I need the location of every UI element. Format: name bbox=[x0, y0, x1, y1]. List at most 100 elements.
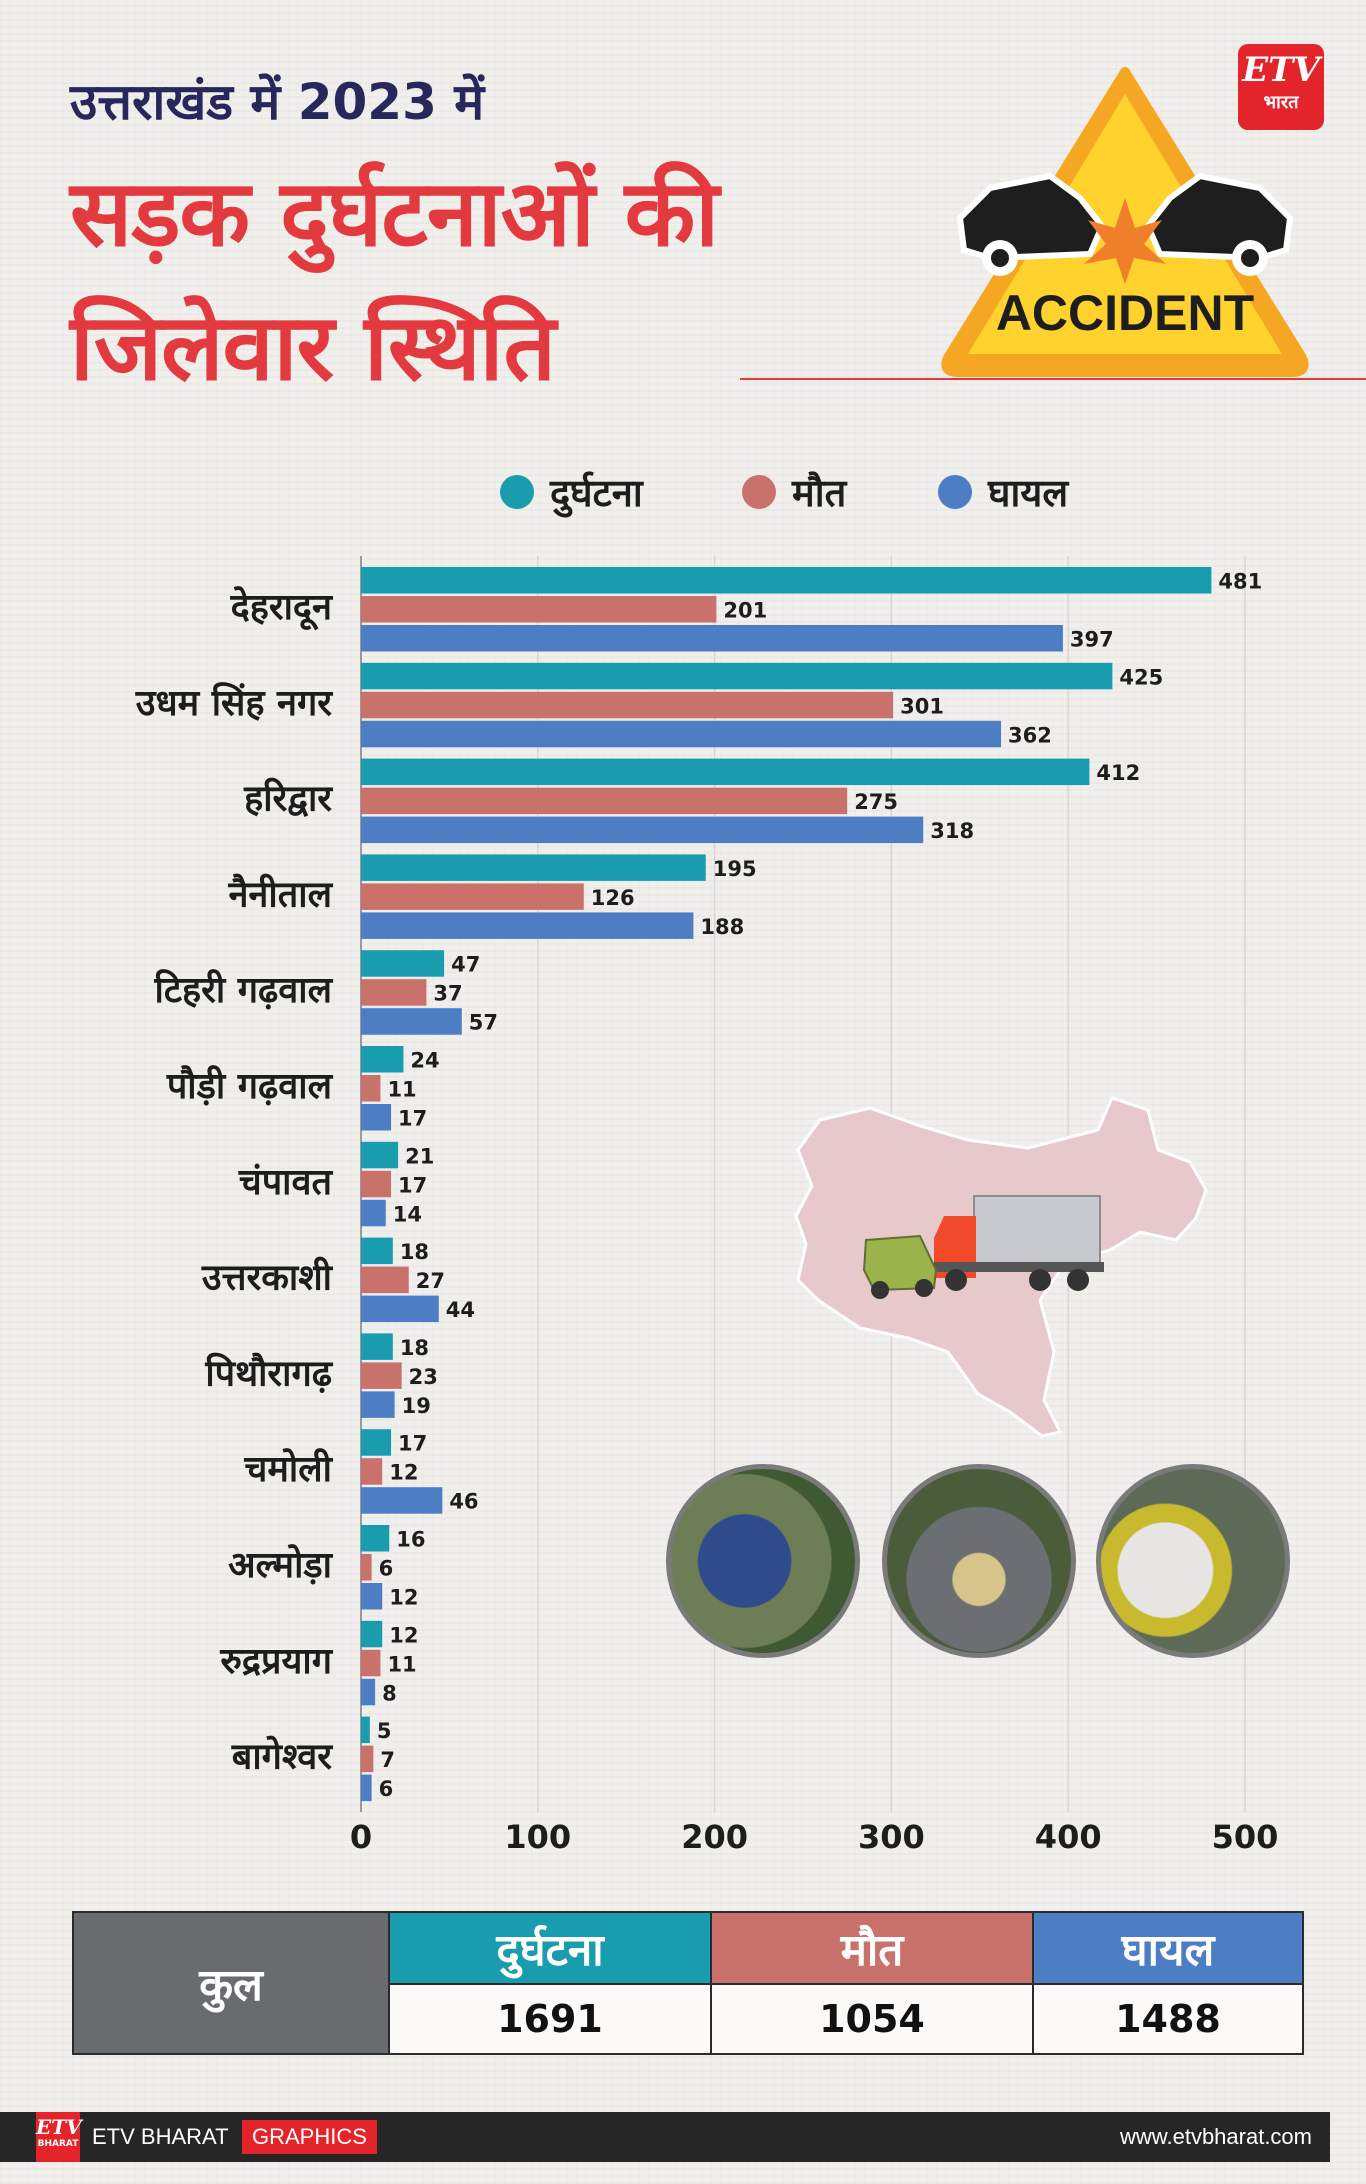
category-labels: देहरादून उधम सिंह नगर हरिद्वार नैनीताल टिहरी… bbox=[135, 586, 334, 1778]
bar bbox=[361, 1295, 439, 1323]
data-label: 12 bbox=[389, 1623, 418, 1647]
data-label: 425 bbox=[1119, 665, 1163, 689]
data-label: 8 bbox=[382, 1681, 397, 1705]
data-label: 18 bbox=[400, 1336, 429, 1360]
footer-website-link[interactable]: www.etvbharat.com bbox=[1120, 2124, 1312, 2149]
footer-logo-sub: BHARAT bbox=[37, 2139, 79, 2149]
data-label: 5 bbox=[377, 1719, 392, 1743]
data-label: 23 bbox=[409, 1365, 438, 1389]
bar bbox=[361, 1429, 392, 1456]
data-label: 21 bbox=[405, 1144, 434, 1168]
data-label: 57 bbox=[469, 1011, 498, 1035]
category-label: चमोली bbox=[244, 1448, 334, 1490]
data-label: 27 bbox=[416, 1269, 445, 1293]
uttarakhand-map-icon bbox=[794, 1096, 1208, 1438]
bar bbox=[361, 567, 1212, 594]
bar bbox=[361, 1583, 383, 1610]
data-label: 17 bbox=[398, 1432, 427, 1456]
data-label: 44 bbox=[446, 1298, 475, 1322]
bar bbox=[361, 1266, 409, 1294]
title-line-2: सड़क दुर्घटनाओं की bbox=[70, 160, 719, 267]
photo-rescue-scene bbox=[882, 1464, 1076, 1658]
bar bbox=[361, 979, 427, 1006]
legend-item-deaths: मौत bbox=[742, 470, 846, 515]
data-label: 47 bbox=[451, 953, 480, 977]
bar bbox=[361, 1199, 386, 1227]
totals-value: 1054 bbox=[819, 1997, 925, 2041]
legend-item-accidents: दुर्घटना bbox=[500, 470, 643, 515]
data-label: 6 bbox=[379, 1557, 394, 1581]
data-label: 24 bbox=[410, 1049, 439, 1073]
bar bbox=[361, 1745, 374, 1773]
bar bbox=[361, 1170, 392, 1198]
totals-col-accidents: दुर्घटना 1691 bbox=[390, 1913, 712, 2053]
bar bbox=[361, 596, 717, 623]
etv-logo: ETV भारत bbox=[1238, 44, 1324, 130]
x-tick-label: 0 bbox=[350, 1818, 372, 1856]
bar bbox=[361, 787, 848, 815]
bar bbox=[361, 720, 1002, 748]
bar bbox=[361, 625, 1063, 652]
title-line-1: उत्तराखंड में 2023 में bbox=[70, 73, 485, 131]
data-label: 11 bbox=[387, 1652, 416, 1676]
legend-item-injured: घायल bbox=[938, 470, 1068, 515]
data-label: 16 bbox=[396, 1528, 425, 1552]
footer-graphics-tag: GRAPHICS bbox=[242, 2120, 377, 2154]
data-label: 6 bbox=[379, 1777, 394, 1801]
data-label: 19 bbox=[402, 1394, 431, 1418]
data-label: 481 bbox=[1218, 570, 1262, 594]
bar bbox=[361, 1391, 395, 1418]
bar bbox=[361, 1525, 390, 1552]
data-label: 14 bbox=[393, 1202, 422, 1226]
legend-label: दुर्घटना bbox=[550, 471, 643, 515]
data-label: 201 bbox=[723, 599, 767, 623]
category-label: रुद्रप्रयाग bbox=[219, 1641, 333, 1682]
x-tick-label: 300 bbox=[858, 1818, 925, 1856]
bar bbox=[361, 1075, 381, 1102]
data-label: 195 bbox=[713, 857, 757, 881]
truck-icon bbox=[934, 1195, 1104, 1291]
data-label: 17 bbox=[398, 1107, 427, 1131]
title-underline bbox=[740, 378, 1366, 380]
bar-chart: 4812013974253013624122753181951261884737… bbox=[135, 556, 1279, 1856]
totals-value: 1488 bbox=[1115, 1997, 1221, 2041]
bar bbox=[361, 1237, 393, 1265]
bar bbox=[361, 1716, 370, 1744]
bar bbox=[361, 1554, 372, 1581]
footer-brand: ETV BHARAT bbox=[92, 2124, 229, 2149]
bar bbox=[361, 1008, 462, 1035]
category-label: टिहरी गढ़वाल bbox=[154, 969, 334, 1011]
x-tick-label: 500 bbox=[1212, 1818, 1279, 1856]
totals-label: कुल bbox=[74, 1913, 390, 2053]
category-label: उधम सिंह नगर bbox=[135, 682, 333, 724]
data-label: 18 bbox=[400, 1240, 429, 1264]
bar bbox=[361, 1458, 383, 1485]
data-label: 11 bbox=[387, 1078, 416, 1102]
data-label: 362 bbox=[1008, 723, 1052, 747]
bar bbox=[361, 854, 706, 881]
bar bbox=[361, 1362, 402, 1389]
footer-bar: ETV BHARAT ETV BHARAT GRAPHICS www.etvbh… bbox=[0, 2112, 1330, 2162]
bar bbox=[361, 1141, 399, 1169]
category-label: बागेश्वर bbox=[231, 1736, 333, 1778]
totals-header: घायल bbox=[1034, 1913, 1302, 1985]
x-tick-label: 100 bbox=[504, 1818, 571, 1856]
category-label: पौड़ी गढ़वाल bbox=[166, 1065, 334, 1107]
accident-sign-label: ACCIDENT bbox=[996, 285, 1254, 341]
small-car-icon bbox=[862, 1234, 938, 1299]
totals-value: 1691 bbox=[497, 1997, 603, 2041]
bar bbox=[361, 691, 894, 719]
x-tick-label: 400 bbox=[1035, 1818, 1102, 1856]
data-label: 37 bbox=[433, 982, 462, 1006]
data-label: 275 bbox=[854, 790, 898, 814]
x-tick-label: 200 bbox=[681, 1818, 748, 1856]
bar bbox=[361, 816, 924, 844]
legend-label: घायल bbox=[988, 471, 1069, 515]
bars bbox=[361, 567, 1212, 1802]
bar bbox=[361, 1620, 383, 1648]
footer-logo: ETV BHARAT bbox=[36, 2112, 82, 2162]
data-label: 17 bbox=[398, 1173, 427, 1197]
bar bbox=[361, 883, 584, 910]
data-label: 7 bbox=[380, 1748, 395, 1772]
totals-table: कुल दुर्घटना 1691 मौत 1054 घायल 1488 bbox=[72, 1911, 1304, 2055]
